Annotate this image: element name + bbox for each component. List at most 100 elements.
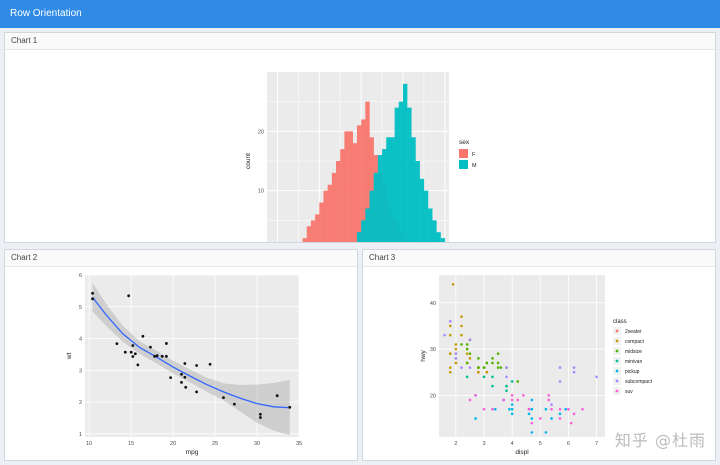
weight-histogram: 525456586001020weightcountsexFM: [245, 72, 477, 269]
data-point: [195, 364, 199, 367]
data-point-suv: [491, 407, 494, 411]
legend-key-subcompact: [615, 379, 619, 383]
data-point-suv: [510, 398, 514, 402]
y-tick-label: 3: [79, 368, 82, 374]
data-point-suv: [516, 398, 520, 402]
y-tick-label: 1: [79, 432, 82, 438]
data-point-subcompact: [550, 403, 553, 406]
histogram-bar-M: [365, 208, 370, 250]
legend-key-2seater: [615, 329, 619, 333]
data-point: [180, 372, 183, 376]
histogram-bar-M: [382, 149, 387, 250]
data-point: [169, 376, 173, 379]
histogram-bar-F: [323, 190, 328, 250]
histogram-bar-M: [407, 107, 412, 250]
data-point-suv: [569, 421, 573, 425]
data-point: [275, 394, 279, 398]
data-point-compact: [460, 324, 463, 328]
data-point: [136, 363, 140, 367]
data-point-suv: [482, 407, 486, 411]
data-point: [222, 396, 225, 400]
data-point: [184, 385, 188, 389]
legend-key-minivan: [615, 359, 619, 363]
data-point-midsize: [477, 357, 480, 360]
data-point-compact: [477, 370, 480, 374]
data-point: [133, 352, 137, 356]
y-tick-label: 4: [79, 337, 82, 343]
chart-3-body: 2 3 4 5 6 7 20 30 40 displ hwy class 2seater compact m…: [363, 267, 715, 460]
data-point: [165, 354, 168, 358]
data-point-midsize: [496, 352, 500, 355]
histogram-bar-M: [436, 232, 441, 250]
legend-key-midsize: [615, 349, 619, 353]
data-point-compact: [454, 361, 458, 365]
data-point-suv: [468, 398, 472, 402]
data-point-subcompact: [460, 366, 463, 369]
histogram-bar-F: [348, 131, 353, 250]
data-point-minivan: [491, 375, 494, 379]
histogram-bar-F: [365, 101, 370, 250]
histogram-bar-M: [423, 190, 429, 250]
x-tick-label: 20: [170, 441, 176, 447]
data-point-suv: [474, 394, 477, 397]
x-axis-title: mpg: [186, 449, 199, 456]
y-tick-label: 20: [258, 129, 264, 135]
data-point-compact: [485, 370, 489, 374]
data-point-pickup: [530, 407, 534, 411]
data-point-minivan: [482, 375, 486, 379]
data-point: [129, 350, 133, 354]
histogram-bar-M: [361, 220, 366, 250]
histogram-bar-F: [344, 131, 349, 250]
data-point-suv: [581, 407, 584, 411]
legend-label-compact: compact: [625, 339, 645, 345]
data-point-suv: [522, 394, 525, 397]
data-point-subcompact: [468, 366, 472, 369]
data-point-midsize: [468, 352, 472, 355]
data-point-midsize: [465, 343, 469, 346]
y-tick-label: 30: [430, 347, 436, 353]
legend-label-midsize: midsize: [625, 349, 642, 355]
data-point: [165, 342, 168, 345]
data-point-suv: [530, 421, 534, 425]
histogram-bar-M: [356, 232, 362, 250]
histogram-bar-M: [432, 220, 437, 250]
data-point-midsize: [499, 366, 503, 369]
histogram-bar-F: [331, 172, 337, 250]
data-point-compact: [448, 324, 452, 328]
data-point-compact: [468, 357, 472, 360]
data-point-midsize: [482, 366, 486, 369]
histogram-bar-M: [373, 172, 379, 250]
watermark-text: 知乎 @杜雨: [614, 431, 706, 450]
data-point-subcompact: [572, 370, 576, 374]
data-point-pickup: [510, 412, 514, 416]
chart-1-body: 525456586001020weightcountsexFM: [5, 50, 715, 269]
legend-label-suv: suv: [625, 389, 633, 395]
histogram-bar-F: [306, 226, 312, 250]
histogram-bar-M: [415, 161, 420, 250]
histogram-bar-M: [402, 83, 408, 250]
legend-label-pickup: pickup: [625, 369, 640, 375]
histogram-bar-M: [411, 137, 416, 250]
data-point-pickup: [544, 407, 548, 411]
top-header-bar: Row Orientation: [0, 0, 720, 28]
x-tick-label: 10: [86, 441, 92, 447]
histogram-bar-F: [310, 220, 316, 250]
data-point-suv: [550, 407, 553, 411]
y-tick-label: 20: [430, 393, 436, 399]
chart-2-title: Chart 2: [11, 253, 38, 262]
data-point: [123, 350, 127, 354]
plot-panel: [439, 275, 605, 437]
data-point: [131, 355, 135, 358]
data-point-compact: [460, 333, 463, 337]
data-point-subcompact: [558, 366, 562, 369]
data-point-pickup: [564, 407, 567, 411]
data-point-subcompact: [572, 366, 576, 369]
data-point-pickup: [474, 417, 477, 420]
legend-title: sex: [459, 139, 470, 146]
data-point-pickup: [530, 417, 534, 420]
chart-3-header: Chart 3: [363, 250, 715, 267]
data-point: [91, 291, 94, 295]
data-point-compact: [448, 370, 452, 374]
data-point: [195, 390, 199, 394]
data-point-suv: [538, 417, 542, 420]
